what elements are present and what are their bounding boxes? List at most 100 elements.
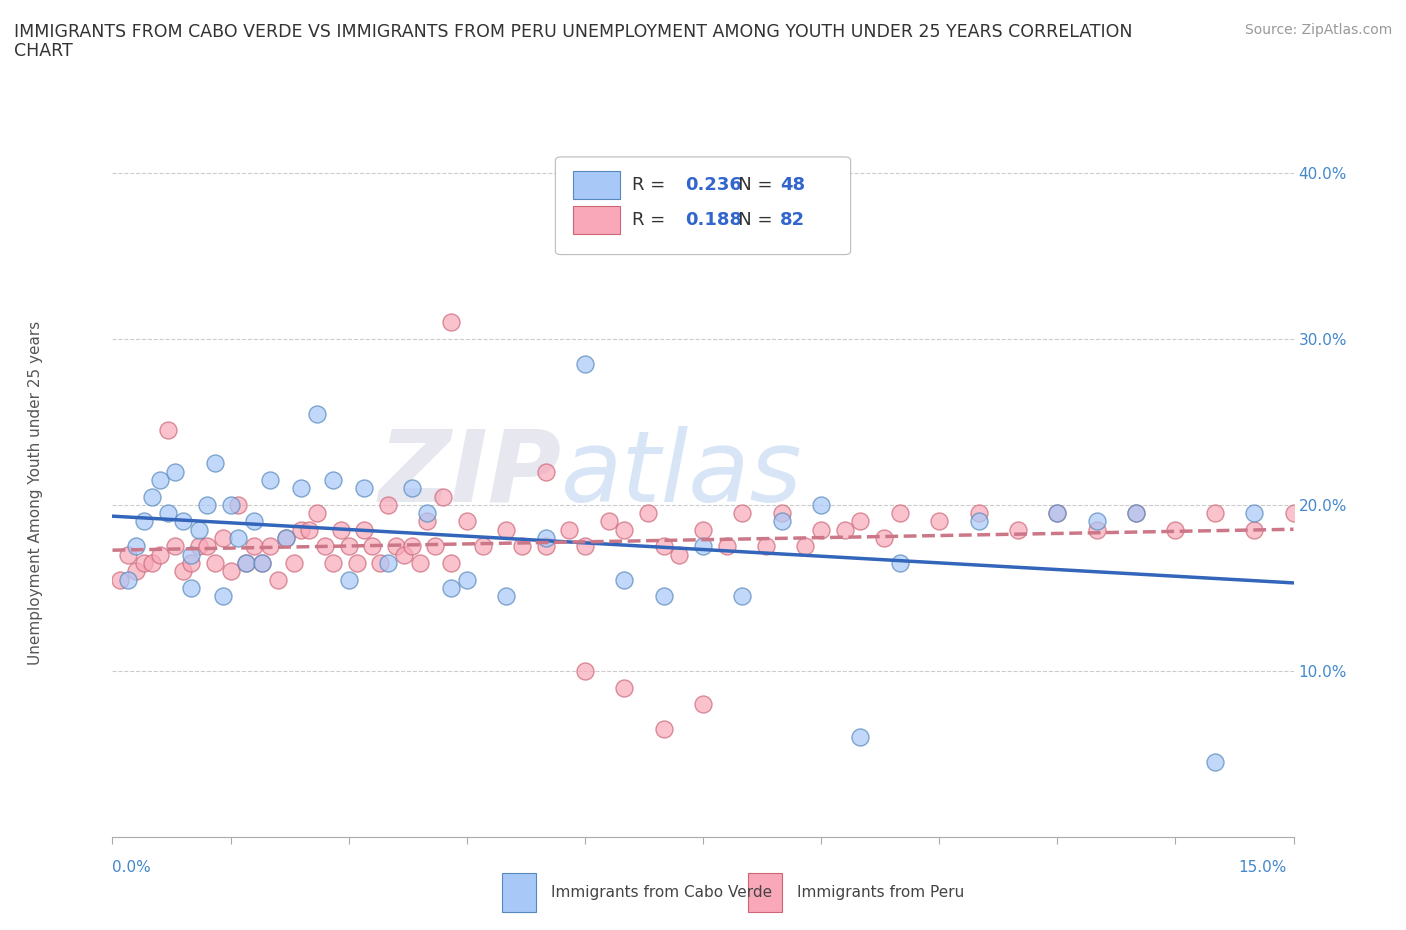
Point	[125, 564, 148, 578]
Point	[195, 539, 218, 554]
Point	[188, 523, 211, 538]
Point	[637, 506, 659, 521]
Point	[652, 589, 675, 604]
Point	[1085, 523, 1108, 538]
FancyBboxPatch shape	[555, 157, 851, 255]
Point	[392, 547, 415, 562]
Point	[337, 572, 360, 587]
Point	[731, 589, 754, 604]
Point	[132, 555, 155, 570]
Point	[172, 514, 194, 529]
Point	[243, 539, 266, 554]
Point	[110, 572, 132, 587]
Point	[259, 472, 281, 487]
Point	[652, 722, 675, 737]
Point	[652, 539, 675, 554]
Text: N =: N =	[721, 176, 778, 193]
Text: Immigrants from Cabo Verde: Immigrants from Cabo Verde	[551, 885, 772, 900]
Point	[1125, 506, 1147, 521]
Text: Source: ZipAtlas.com: Source: ZipAtlas.com	[1244, 23, 1392, 37]
Point	[204, 456, 226, 471]
Point	[219, 498, 242, 512]
Point	[534, 531, 557, 546]
Point	[716, 539, 738, 554]
Point	[204, 555, 226, 570]
Point	[377, 498, 399, 512]
Point	[172, 564, 194, 578]
Text: atlas: atlas	[561, 426, 803, 523]
Point	[849, 514, 872, 529]
Point	[307, 406, 329, 421]
Point	[613, 523, 636, 538]
Point	[794, 539, 817, 554]
Point	[967, 514, 990, 529]
Point	[873, 531, 896, 546]
Point	[1164, 523, 1187, 538]
Point	[889, 506, 911, 521]
Point	[329, 523, 352, 538]
Point	[219, 564, 242, 578]
Text: 15.0%: 15.0%	[1239, 860, 1286, 875]
Point	[849, 730, 872, 745]
Point	[385, 539, 408, 554]
Point	[132, 514, 155, 529]
Point	[211, 531, 233, 546]
Point	[283, 555, 305, 570]
Point	[456, 514, 478, 529]
Point	[408, 555, 430, 570]
Point	[692, 539, 714, 554]
Text: CHART: CHART	[14, 42, 73, 60]
Point	[810, 498, 832, 512]
Point	[598, 514, 620, 529]
Point	[1282, 506, 1305, 521]
Point	[613, 680, 636, 695]
Point	[149, 547, 172, 562]
Point	[180, 580, 202, 595]
Point	[558, 523, 581, 538]
Point	[322, 555, 344, 570]
Point	[235, 555, 257, 570]
Bar	[502, 873, 536, 912]
Point	[353, 523, 375, 538]
Point	[495, 523, 517, 538]
Point	[290, 481, 312, 496]
Point	[416, 506, 439, 521]
Point	[1046, 506, 1069, 521]
Point	[613, 572, 636, 587]
Point	[228, 498, 250, 512]
Point	[1046, 506, 1069, 521]
Point	[495, 589, 517, 604]
Point	[141, 555, 163, 570]
Point	[180, 547, 202, 562]
Point	[574, 663, 596, 678]
Bar	[574, 206, 620, 233]
Text: 48: 48	[780, 176, 804, 193]
Point	[534, 464, 557, 479]
Point	[314, 539, 336, 554]
Point	[432, 489, 454, 504]
Point	[211, 589, 233, 604]
Text: IMMIGRANTS FROM CABO VERDE VS IMMIGRANTS FROM PERU UNEMPLOYMENT AMONG YOUTH UNDE: IMMIGRANTS FROM CABO VERDE VS IMMIGRANTS…	[14, 23, 1133, 41]
Point	[125, 539, 148, 554]
Point	[165, 539, 187, 554]
Point	[274, 531, 297, 546]
Point	[361, 539, 384, 554]
Text: 0.188: 0.188	[685, 211, 742, 229]
Point	[928, 514, 950, 529]
Point	[141, 489, 163, 504]
Point	[322, 472, 344, 487]
Point	[235, 555, 257, 570]
Point	[149, 472, 172, 487]
Point	[1204, 755, 1226, 770]
Point	[574, 539, 596, 554]
Point	[307, 506, 329, 521]
Point	[228, 531, 250, 546]
Text: R =: R =	[633, 211, 671, 229]
Point	[1125, 506, 1147, 521]
Point	[377, 555, 399, 570]
Point	[1243, 523, 1265, 538]
Point	[274, 531, 297, 546]
Point	[967, 506, 990, 521]
Point	[156, 422, 179, 438]
Point	[259, 539, 281, 554]
